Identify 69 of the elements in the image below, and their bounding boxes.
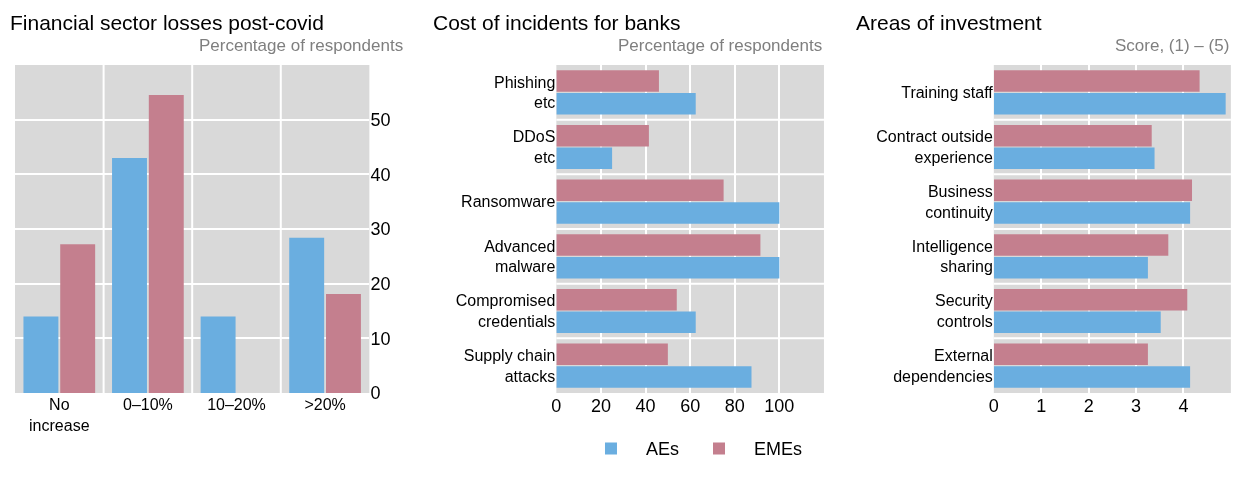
bar	[993, 147, 1155, 170]
x-tick-label: 40	[635, 396, 656, 416]
bar	[112, 157, 147, 393]
bar	[993, 256, 1148, 279]
x-tick-label: 10–20%	[207, 396, 266, 413]
x-tick-label: 3	[1131, 396, 1142, 416]
bar	[993, 202, 1191, 224]
x-tick-label: 0–10%	[122, 396, 173, 413]
bar	[556, 256, 780, 279]
bar	[326, 294, 361, 393]
x-tick-label: 20	[590, 396, 611, 416]
bar	[556, 288, 677, 311]
bar	[993, 343, 1148, 366]
y-tick-label: Training staff	[901, 83, 994, 101]
legend-label: EMEs	[754, 439, 803, 460]
bar	[556, 147, 613, 170]
bar	[556, 179, 724, 202]
x-tick-label: 60	[680, 396, 701, 416]
bar	[556, 92, 696, 115]
bar	[993, 234, 1169, 256]
x-tick-label: 4	[1178, 396, 1189, 416]
bar	[993, 366, 1191, 388]
y-tick-label: Phishing etc	[493, 73, 556, 112]
bar	[23, 316, 59, 393]
x-tick-label: No increase	[29, 396, 90, 434]
bar	[993, 70, 1200, 92]
bar	[289, 237, 325, 393]
y-tick-label: DDoS etc	[512, 128, 556, 166]
x-axis-title: Score, (1) – (5)	[1115, 36, 1230, 55]
legend-label: AEs	[645, 439, 679, 460]
y-tick-label: Ransomware	[461, 193, 556, 211]
y-tick-label: Security controls	[935, 292, 993, 330]
bar	[993, 311, 1161, 334]
bar	[200, 316, 236, 393]
y-tick-label: 30	[370, 219, 391, 240]
bar	[148, 95, 184, 393]
bar	[556, 202, 780, 224]
x-tick-label: 80	[724, 396, 745, 416]
bar	[60, 244, 96, 393]
y-tick-label: 20	[370, 273, 391, 294]
x-tick-label: 1	[1036, 396, 1047, 416]
bar	[556, 124, 649, 147]
x-axis-title: Percentage of respondents	[618, 36, 823, 55]
y-tick-label: Business continuity	[925, 182, 993, 221]
bar	[993, 288, 1188, 311]
y-tick-label: 50	[370, 109, 391, 130]
bar	[993, 124, 1152, 147]
bar	[556, 70, 659, 92]
x-tick-label: >20%	[304, 396, 346, 413]
y-tick-label: Supply chain attacks	[463, 346, 556, 385]
bar	[993, 92, 1226, 115]
bar	[556, 234, 761, 256]
y-tick-label: Intelligence sharing	[911, 237, 993, 276]
y-tick-label: External dependencies	[893, 346, 993, 385]
y-tick-label: Advanced malware	[484, 237, 556, 276]
bar	[556, 366, 752, 388]
chart-title: Areas of investment	[856, 11, 1042, 34]
x-tick-label: 2	[1083, 396, 1094, 416]
y-tick-label: Contract outside experience	[876, 128, 993, 166]
bar	[556, 343, 668, 366]
y-tick-label: 40	[370, 164, 391, 185]
bar	[556, 311, 696, 334]
y-axis-title: Percentage of respondents	[199, 36, 404, 55]
chart-title: Cost of incidents for banks	[433, 11, 681, 34]
chart-title: Financial sector losses post-covid	[10, 11, 324, 34]
y-tick-label: 10	[370, 328, 391, 349]
x-tick-label: 100	[764, 396, 795, 416]
bar	[993, 179, 1193, 202]
y-tick-label: Compromised credentials	[455, 292, 556, 330]
